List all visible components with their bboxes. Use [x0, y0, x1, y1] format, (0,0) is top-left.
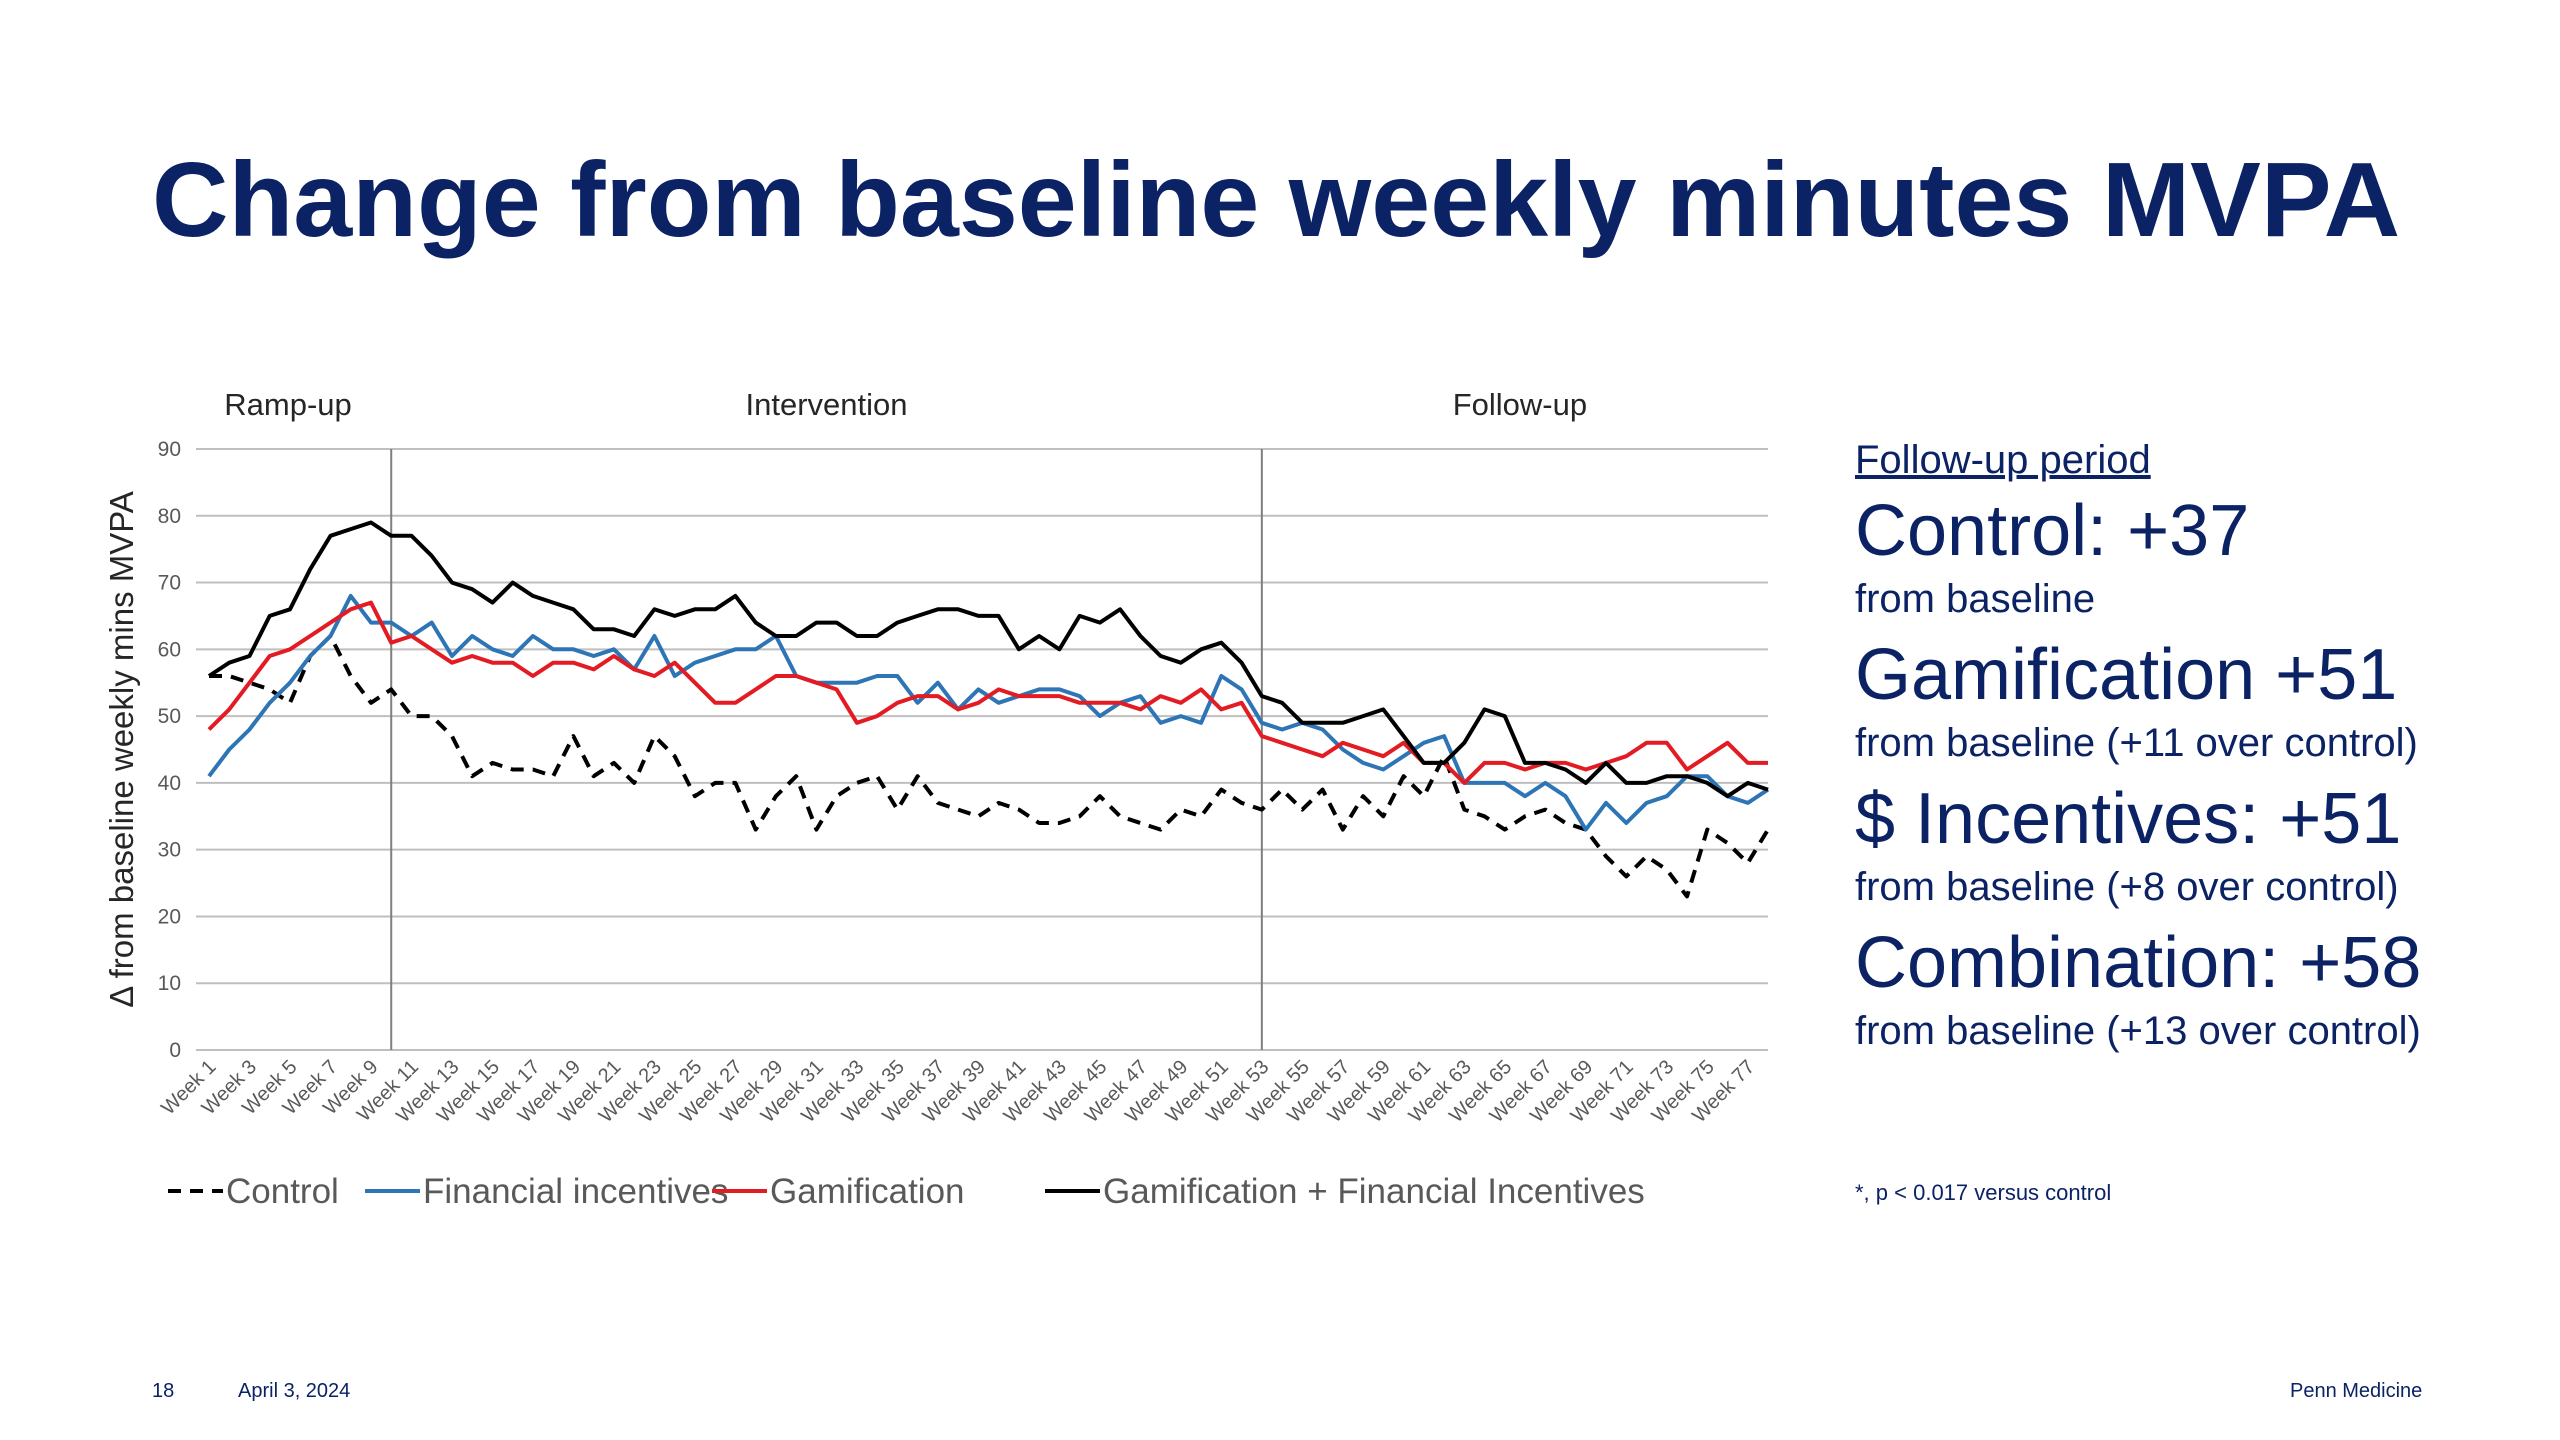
stat-combination: Combination: +58 from baseline (+13 over…: [1855, 921, 2515, 1057]
legend-label: Gamification: [770, 1172, 965, 1211]
legend-label: Control: [226, 1172, 339, 1211]
stat-headline: Gamification +51: [1855, 635, 2398, 715]
footer-organization: Penn Medicine: [2290, 1380, 2423, 1402]
y-axis-title: Δ from baseline weekly mins MVPA: [103, 491, 140, 1008]
series-line-control: [209, 634, 1770, 899]
follow-up-summary-panel: Follow-up period Control: +37 from basel…: [1855, 438, 2515, 1065]
y-tick-label: 0: [169, 1039, 181, 1062]
y-tick-label: 60: [158, 638, 181, 661]
series-line-financial-incentives: [207, 593, 1770, 832]
stat-gamification: Gamification +51 from baseline (+11 over…: [1855, 633, 2515, 769]
stat-detail: from baseline (+11 over control): [1855, 721, 2418, 765]
phase-label: Follow-up: [1453, 387, 1587, 422]
stat-headline: Control: +37: [1855, 491, 2250, 571]
stat-headline: $ Incentives: +51: [1855, 779, 2402, 859]
stat-detail: from baseline: [1855, 577, 2096, 621]
follow-up-heading: Follow-up period: [1855, 438, 2151, 482]
legend-label: Gamification + Financial Incentives: [1103, 1172, 1645, 1211]
phase-label: Ramp-up: [224, 387, 352, 422]
stat-incentives: $ Incentives: +51 from baseline (+8 over…: [1855, 777, 2515, 913]
series-line-gamification-financial-incentives: [207, 520, 1769, 799]
y-tick-label: 20: [158, 905, 181, 928]
y-tick-label: 80: [158, 505, 181, 528]
series-line-gamification: [207, 600, 1768, 785]
stat-headline: Combination: +58: [1855, 923, 2422, 1003]
stat-detail: from baseline (+13 over control): [1855, 1009, 2421, 1053]
slide-title: Change from baseline weekly minutes MVPA: [152, 141, 2401, 259]
page-number: 18: [152, 1380, 175, 1402]
stat-control: Control: +37 from baseline: [1855, 489, 2515, 625]
phase-label: Intervention: [746, 387, 908, 422]
y-tick-label: 70: [158, 572, 181, 595]
legend-label: Financial incentives: [423, 1172, 728, 1211]
y-tick-label: 50: [158, 705, 181, 728]
footnote: *, p < 0.017 versus control: [1855, 1180, 2112, 1205]
y-tick-label: 30: [158, 839, 181, 862]
stat-detail: from baseline (+8 over control): [1855, 865, 2399, 909]
y-tick-label: 40: [158, 772, 181, 795]
footer-date: April 3, 2024: [238, 1380, 351, 1402]
y-tick-label: 10: [158, 972, 181, 995]
y-tick-label: 90: [158, 438, 181, 461]
